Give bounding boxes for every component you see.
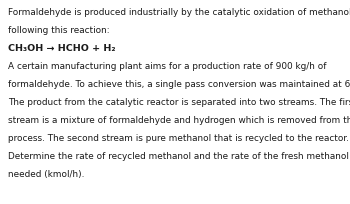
- Text: process. The second stream is pure methanol that is recycled to the reactor.: process. The second stream is pure metha…: [8, 133, 349, 142]
- Text: following this reaction:: following this reaction:: [8, 26, 110, 35]
- Text: needed (kmol/h).: needed (kmol/h).: [8, 169, 84, 178]
- Text: The product from the catalytic reactor is separated into two streams. The first: The product from the catalytic reactor i…: [8, 98, 350, 106]
- Text: Formaldehyde is produced industrially by the catalytic oxidation of methanol: Formaldehyde is produced industrially by…: [8, 8, 350, 17]
- Text: A certain manufacturing plant aims for a production rate of 900 kg/h of: A certain manufacturing plant aims for a…: [8, 62, 327, 71]
- Text: formaldehyde. To achieve this, a single pass conversion was maintained at 60%.: formaldehyde. To achieve this, a single …: [8, 80, 350, 89]
- Text: stream is a mixture of formaldehyde and hydrogen which is removed from the: stream is a mixture of formaldehyde and …: [8, 115, 350, 124]
- Text: CH₃OH → HCHO + H₂: CH₃OH → HCHO + H₂: [8, 44, 116, 53]
- Text: Determine the rate of recycled methanol and the rate of the fresh methanol: Determine the rate of recycled methanol …: [8, 151, 349, 160]
